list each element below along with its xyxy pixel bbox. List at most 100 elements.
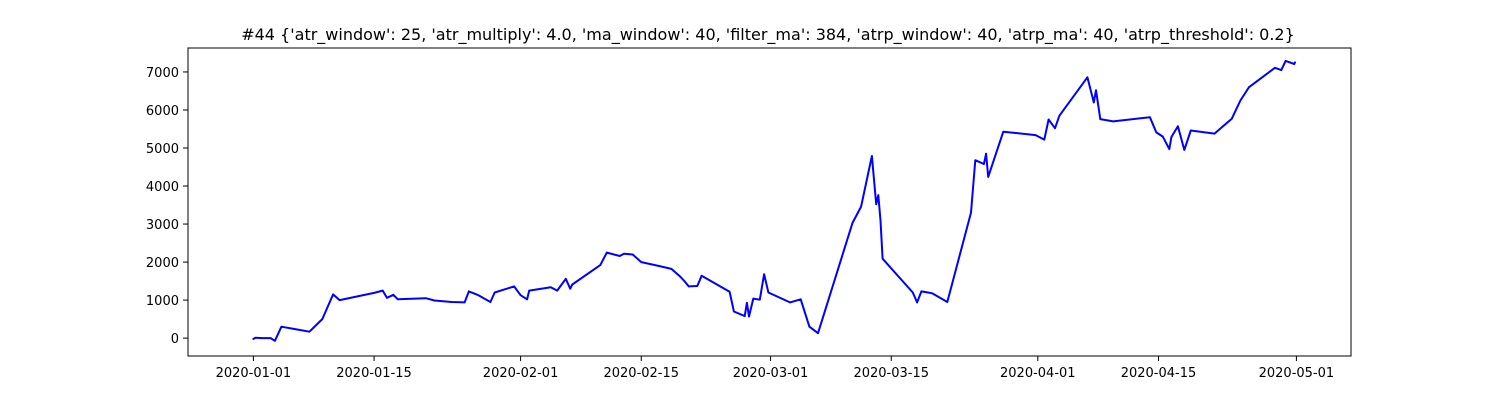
data-point: [746, 302, 748, 304]
data-point: [683, 280, 686, 282]
data-point: [670, 268, 673, 270]
series-line: [252, 59, 1296, 342]
x-tick-label: 2020-04-15: [1121, 366, 1197, 381]
data-point: [468, 290, 470, 293]
x-tick-label: 2020-02-01: [483, 366, 559, 381]
y-tick-label: 5000: [146, 142, 179, 157]
data-point: [565, 278, 567, 280]
data-point: [789, 301, 791, 304]
y-tick-label: 0: [171, 332, 179, 347]
data-point: [763, 273, 765, 276]
data-point: [1155, 131, 1158, 134]
data-point: [1213, 132, 1216, 135]
data-point: [463, 301, 466, 304]
data-point: [920, 290, 923, 293]
data-point: [493, 291, 496, 294]
data-point: [618, 255, 621, 257]
x-tick-label: 2020-04-01: [1000, 366, 1076, 381]
data-point: [733, 310, 735, 313]
data-point: [606, 251, 608, 254]
data-point: [1149, 116, 1151, 118]
data-point: [881, 257, 884, 260]
data-point: [308, 330, 311, 333]
data-point: [321, 318, 324, 320]
data-point: [1284, 60, 1287, 62]
data-point: [392, 294, 395, 296]
data-point: [1162, 135, 1164, 138]
data-point: [987, 176, 989, 178]
data-point: [679, 275, 681, 278]
x-tick-label: 2020-01-15: [336, 366, 412, 381]
data-point: [1095, 89, 1097, 91]
data-point: [1099, 118, 1102, 120]
data-point: [1002, 130, 1005, 133]
data-point: [274, 340, 276, 342]
data-point: [700, 275, 703, 277]
y-tick-label: 3000: [146, 218, 179, 233]
data-point: [931, 292, 933, 295]
data-point: [332, 293, 334, 296]
data-point: [425, 297, 427, 300]
data-point: [1047, 118, 1050, 121]
data-point: [312, 326, 315, 329]
data-point: [623, 252, 625, 255]
data-point: [489, 301, 492, 303]
data-point: [1274, 67, 1276, 69]
data-point: [295, 328, 298, 331]
data-point: [728, 290, 731, 293]
data-point: [254, 336, 257, 339]
data-point: [1168, 148, 1171, 150]
data-point: [640, 261, 643, 263]
data-point: [743, 315, 746, 317]
data-point: [985, 152, 987, 155]
data-point: [1058, 114, 1061, 117]
x-tick-label: 2020-02-15: [603, 366, 679, 381]
data-point: [269, 337, 272, 339]
data-point: [879, 219, 882, 222]
data-point: [528, 289, 530, 292]
data-point: [817, 332, 819, 335]
data-point: [338, 299, 341, 301]
y-tick-label: 4000: [146, 180, 179, 195]
data-point: [657, 265, 660, 267]
data-point: [912, 291, 914, 294]
data-point: [386, 297, 388, 299]
data-point: [1280, 69, 1283, 71]
data-point: [1293, 63, 1296, 65]
data-point: [1183, 149, 1186, 151]
data-point: [877, 194, 880, 196]
y-tick-label: 7000: [146, 66, 179, 81]
data-point: [1086, 76, 1089, 79]
data-point: [599, 264, 602, 266]
data-point: [1093, 101, 1095, 104]
axes: 2020-01-01 2020-01-15 2020-02-01 2020-02-15…: [146, 66, 1334, 381]
data-point: [550, 286, 552, 289]
data-point: [696, 285, 699, 287]
plot-frame: [187, 47, 1352, 357]
data-point: [1177, 125, 1179, 128]
data-point: [450, 301, 453, 303]
data-point: [748, 315, 750, 318]
data-point: [1190, 129, 1192, 132]
data-point: [1054, 127, 1056, 129]
data-point: [631, 253, 634, 256]
data-point: [808, 325, 811, 328]
data-point: [1294, 61, 1296, 64]
data-point: [397, 298, 399, 301]
data-point: [1231, 117, 1233, 120]
data-point: [970, 211, 972, 214]
x-tick-label: 2020-03-15: [853, 366, 929, 381]
data-point: [513, 285, 515, 288]
data-point: [1112, 120, 1114, 123]
x-tick-label: 2020-03-01: [733, 366, 809, 381]
chart-title: #44 {'atr_window': 25, 'atr_multiply': 4…: [241, 25, 1295, 45]
data-point: [871, 155, 873, 157]
y-tick-label: 6000: [146, 104, 179, 119]
data-point: [687, 285, 690, 288]
data-point: [983, 163, 985, 165]
data-point: [860, 205, 862, 208]
data-point: [526, 298, 528, 301]
data-point: [519, 294, 522, 297]
